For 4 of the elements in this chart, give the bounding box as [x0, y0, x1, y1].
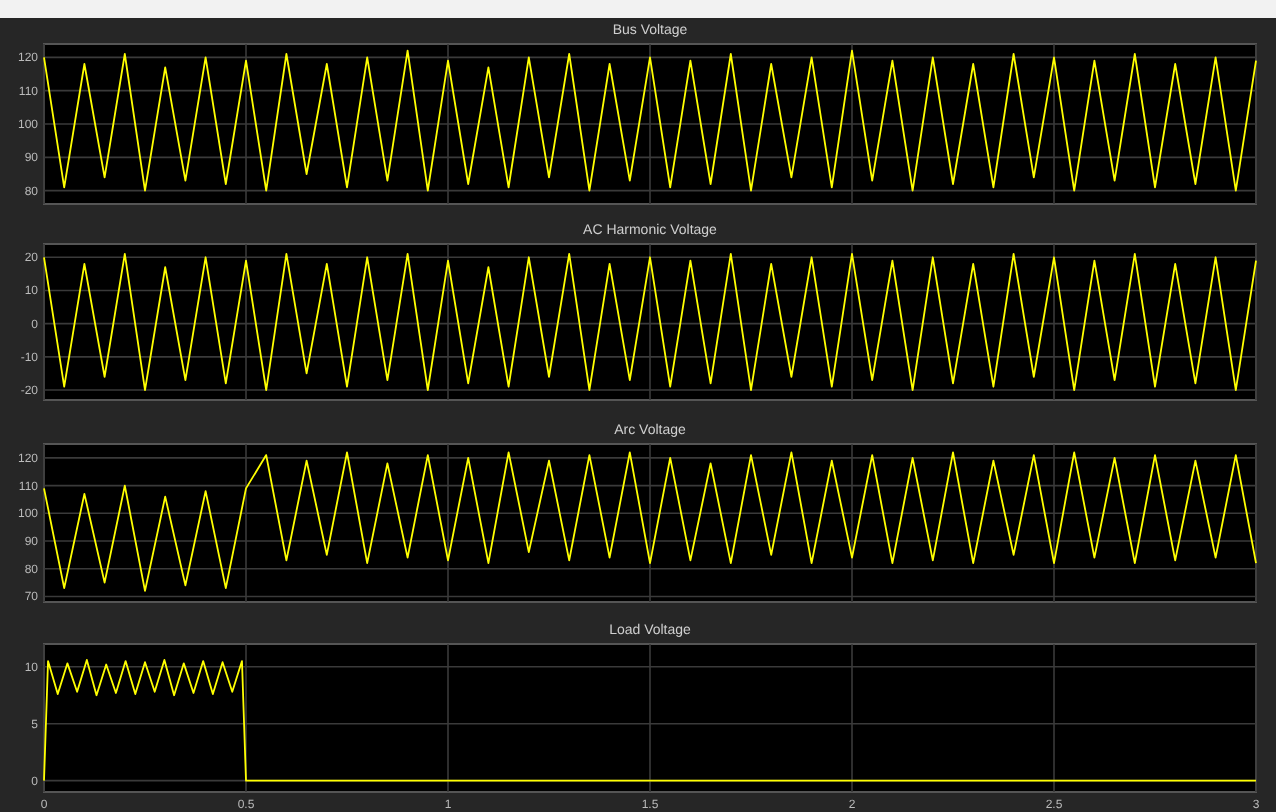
line-series: [43, 451, 1257, 592]
line-series: [43, 49, 1257, 192]
line-series: [43, 253, 1257, 391]
line-series: [43, 659, 1257, 782]
